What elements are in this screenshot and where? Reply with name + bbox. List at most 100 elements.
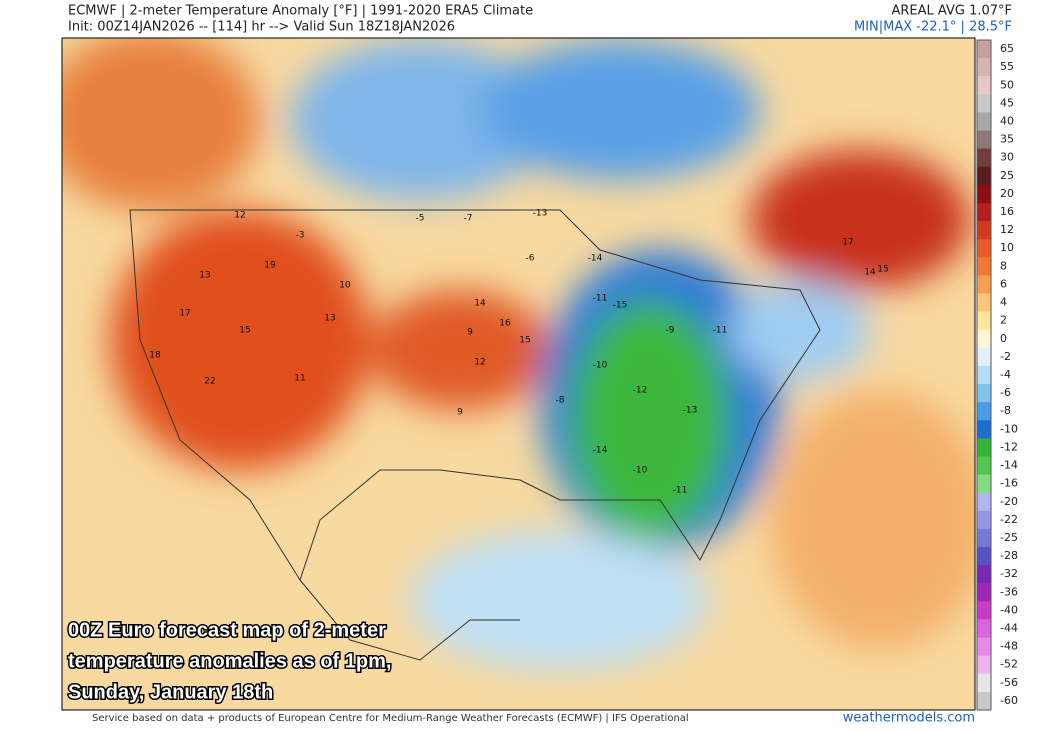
anomaly-label: -11: [713, 326, 728, 336]
colorbar-swatch: [977, 673, 991, 693]
colorbar-label: -36: [1000, 585, 1018, 598]
colorbar-label: -2: [1000, 350, 1011, 363]
anomaly-label: 15: [239, 326, 250, 336]
anomaly-label: 15: [877, 265, 888, 275]
colorbar-label: 0: [1000, 332, 1007, 345]
colorbar-label: 50: [1000, 78, 1014, 91]
anomaly-label: 13: [199, 271, 210, 281]
colorbar-label: -48: [1000, 640, 1018, 653]
colorbar-swatch: [977, 384, 991, 403]
colorbar-label: -20: [1000, 495, 1018, 508]
colorbar-frame: [976, 39, 992, 711]
anomaly-label: 12: [234, 211, 245, 221]
site: weathermodels.com: [843, 711, 975, 726]
colorbar-swatch: [977, 619, 991, 639]
anomaly-label: 14: [864, 268, 876, 278]
anomaly-label: -6: [526, 254, 535, 264]
anomaly-label: 11: [294, 374, 305, 384]
colorbar-label: -60: [1000, 694, 1018, 707]
anomaly-label: -15: [613, 301, 628, 311]
anomaly-label: 18: [149, 351, 161, 361]
colorbar-swatch: [977, 565, 991, 584]
colorbar-swatch: [977, 474, 991, 494]
anomaly-label: -12: [633, 386, 648, 396]
colorbar-swatch: [977, 510, 991, 530]
colorbar-label: 55: [1000, 60, 1014, 73]
anomaly-label: 17: [842, 238, 853, 248]
colorbar-swatch: [977, 492, 991, 512]
colorbar-swatch: [977, 94, 991, 113]
colorbar-swatch: [977, 76, 991, 95]
colorbar-swatch: [977, 528, 991, 548]
colorbar-swatch: [977, 257, 991, 276]
colorbar-swatch: [977, 601, 991, 620]
anomaly-label: 14: [474, 299, 486, 309]
colorbar-swatch: [977, 40, 991, 59]
colorbar-swatch: [977, 583, 991, 602]
anomaly-label: -5: [416, 214, 425, 224]
credit: Service based on data + products of Euro…: [92, 713, 689, 724]
anomaly-label: -3: [296, 231, 305, 241]
colorbar-label: 65: [1000, 42, 1014, 55]
colorbar-label: -8: [1000, 404, 1011, 417]
colorbar-label: -6: [1000, 386, 1011, 399]
colorbar-label: -22: [1000, 513, 1018, 526]
colorbar-label: -10: [1000, 422, 1018, 435]
anomaly-label: 22: [204, 377, 215, 387]
anomaly-label: 10: [339, 281, 351, 291]
colorbar-swatch: [977, 637, 991, 657]
caption-line: temperature anomalies as of 1pm,: [68, 650, 391, 672]
colorbar-label: 40: [1000, 114, 1014, 127]
anomaly-label: -13: [533, 209, 548, 219]
colorbar-swatch: [977, 166, 991, 186]
anomaly-label: 9: [467, 328, 473, 338]
colorbar-swatch: [977, 691, 991, 711]
colorbar-swatch: [977, 148, 991, 168]
colorbar-label: 8: [1000, 259, 1007, 272]
anomaly-label: -14: [593, 446, 608, 456]
colorbar-label: -25: [1000, 531, 1018, 544]
colorbar-swatch: [977, 311, 991, 331]
anomaly-label: 17: [179, 309, 190, 319]
anomaly-label: -10: [593, 361, 608, 371]
anomaly-label: -9: [666, 326, 675, 336]
colorbar-label: -28: [1000, 549, 1018, 562]
map: [62, 38, 975, 710]
colorbar-label: 16: [1000, 205, 1014, 218]
colorbar-label: 35: [1000, 133, 1014, 146]
colorbar-swatch: [977, 365, 991, 385]
colorbar-swatch: [977, 184, 991, 204]
colorbar-swatch: [977, 202, 991, 222]
anomaly-label: 19: [264, 261, 276, 271]
colorbar-label: 2: [1000, 314, 1007, 327]
colorbar-label: -44: [1000, 622, 1018, 635]
colorbar-label: 20: [1000, 187, 1014, 200]
colorbar-swatch: [977, 58, 991, 77]
colorbar-swatch: [977, 402, 991, 421]
colorbar-label: 12: [1000, 223, 1014, 236]
colorbar-label: -4: [1000, 368, 1011, 381]
anomaly-label: 16: [499, 319, 511, 329]
anomaly-label: 15: [519, 336, 530, 346]
min-max: MIN|MAX -22.1° | 28.5°F: [854, 20, 1012, 35]
colorbar-swatch: [977, 655, 991, 675]
title: ECMWF | 2-meter Temperature Anomaly [°F]…: [68, 4, 533, 19]
colorbar-label: 10: [1000, 241, 1014, 254]
anomaly-label: 9: [457, 408, 463, 418]
colorbar-swatch: [977, 239, 991, 258]
init-line: Init: 00Z14JAN2026 -- [114] hr --> Valid…: [68, 20, 455, 35]
colorbar-swatch: [977, 221, 991, 240]
colorbar-label: 45: [1000, 96, 1014, 109]
colorbar-label: -14: [1000, 459, 1018, 472]
colorbar-swatch: [977, 347, 991, 367]
colorbar-swatch: [977, 456, 991, 476]
colorbar-swatch: [977, 438, 991, 457]
anomaly-label: -7: [464, 214, 473, 224]
colorbar-swatch: [977, 130, 991, 150]
map-frame: [61, 37, 976, 711]
anomaly-label: -11: [673, 486, 688, 496]
colorbar-label: 6: [1000, 277, 1007, 290]
colorbar-label: 4: [1000, 296, 1007, 309]
colorbar-swatch: [977, 293, 991, 313]
